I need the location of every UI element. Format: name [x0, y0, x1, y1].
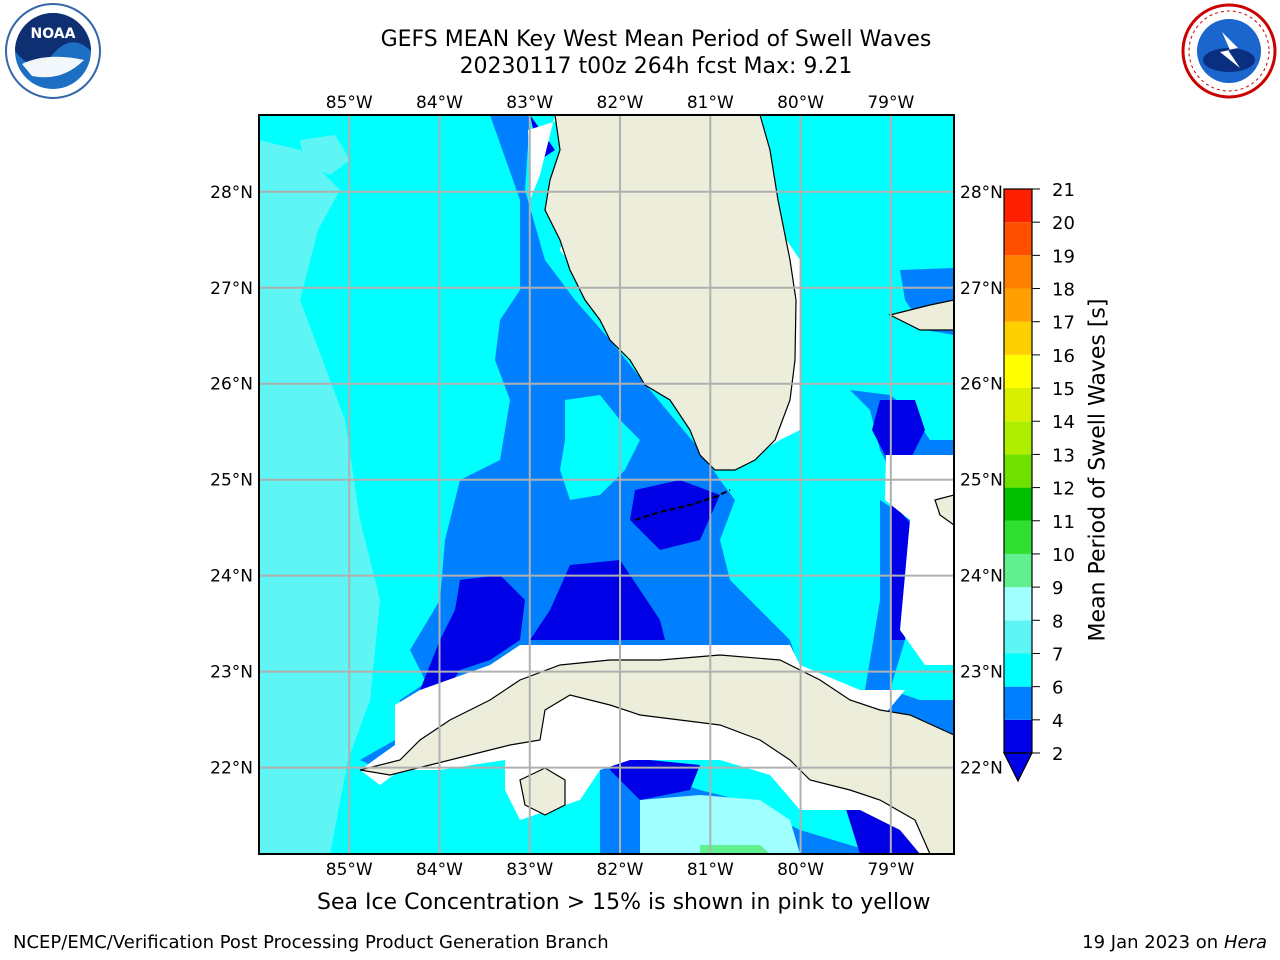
colorbar-tick-label: 18: [1052, 280, 1075, 301]
lon-label-top: 79°W: [867, 93, 914, 113]
lat-label-right: 28°N: [960, 183, 1003, 203]
colorbar-segment: [1004, 553, 1032, 588]
chart-title-line2: 20230117 t00z 264h fcst Max: 9.21: [459, 54, 853, 79]
colorbar-tick-label: 15: [1052, 379, 1075, 400]
lon-label-bottom: 79°W: [867, 860, 914, 880]
lat-label-left: 23°N: [210, 663, 253, 683]
lat-label-right: 25°N: [960, 471, 1003, 491]
colorbar-tick-label: 17: [1052, 313, 1075, 334]
colorbar-segment: [1004, 189, 1032, 223]
lon-label-bottom: 85°W: [326, 860, 373, 880]
colorbar-segment: [1004, 487, 1032, 521]
lon-label-top: 80°W: [777, 93, 824, 113]
colorbar-frame: [1003, 188, 1033, 754]
footer-host: Hera: [1223, 932, 1267, 953]
colorbar-segment: [1004, 587, 1032, 621]
colorbar-tick-label: 21: [1052, 180, 1075, 201]
lon-label-bottom: 81°W: [687, 860, 734, 880]
period-2-4-east: [872, 400, 925, 460]
lat-label-right: 23°N: [960, 663, 1003, 683]
lat-label-left: 25°N: [210, 471, 253, 491]
colorbar-tick-label: 7: [1052, 644, 1063, 665]
period-2-4-keys: [630, 480, 720, 550]
period-2-4-core-south: [530, 560, 665, 640]
colorbar-tick-label: 2: [1052, 744, 1063, 765]
lon-label-top: 84°W: [416, 93, 463, 113]
colorbar-tick-label: 11: [1052, 512, 1075, 533]
florida-keys: [634, 489, 731, 521]
lat-label-right: 22°N: [960, 759, 1003, 779]
lon-label-bottom: 83°W: [506, 860, 553, 880]
colorbar-tick-label: 6: [1052, 678, 1063, 699]
colorbar-tick-label: 16: [1052, 346, 1075, 367]
map-plot-area: [259, 115, 954, 854]
lat-label-left: 22°N: [210, 759, 253, 779]
period-8-9-patch-nw: [300, 135, 350, 175]
colorbar-segment: [1004, 321, 1032, 355]
colorbar-title: Mean Period of Swell Waves [s]: [1085, 298, 1111, 642]
andros-land: [934, 494, 954, 526]
lon-label-top: 85°W: [326, 93, 373, 113]
colorbar-tick-label: 8: [1052, 611, 1063, 632]
colorbar-segment: [1004, 222, 1032, 256]
lon-label-bottom: 80°W: [777, 860, 824, 880]
no-data-bahamas: [885, 455, 954, 665]
colorbar-tick-label: 13: [1052, 445, 1075, 466]
lon-label-bottom: 84°W: [416, 860, 463, 880]
colorbar-segment: [1004, 454, 1032, 488]
period-9-10-south: [640, 795, 800, 854]
lat-label-right: 27°N: [960, 279, 1003, 299]
colorbar-tick-label: 4: [1052, 711, 1063, 732]
lat-label-left: 26°N: [210, 375, 253, 395]
footer-date-text: 19 Jan 2023 on: [1082, 932, 1224, 953]
colorbar-tick-label: 19: [1052, 246, 1075, 267]
svg-text:NOAA: NOAA: [31, 26, 76, 42]
lat-label-left: 28°N: [210, 183, 253, 203]
colorbar-segment: [1004, 653, 1032, 687]
colorbar-tick-label: 14: [1052, 412, 1075, 433]
map-frame: [258, 114, 955, 855]
colorbar-tick-label: 20: [1052, 213, 1075, 234]
footer-date: 19 Jan 2023 on Hera: [1082, 932, 1267, 953]
colorbar-segment: [1004, 388, 1032, 422]
period-green-edge: [700, 845, 770, 854]
colorbar-segment: [1004, 686, 1032, 720]
colorbar-tick-label: 12: [1052, 479, 1075, 500]
lon-label-top: 83°W: [506, 93, 553, 113]
colorbar-segment: [1004, 620, 1032, 654]
lon-label-bottom: 82°W: [597, 860, 644, 880]
lon-label-top: 82°W: [597, 93, 644, 113]
lat-label-left: 24°N: [210, 567, 253, 587]
colorbar-segment: [1004, 354, 1032, 389]
colorbar-segment: [1004, 255, 1032, 289]
grand-bahama-land: [888, 299, 954, 331]
cuba-land: [359, 654, 954, 854]
colorbar-segment: [1004, 719, 1032, 753]
colorbar-tick-label: 9: [1052, 578, 1063, 599]
colorbar-segment: [1004, 421, 1032, 455]
noaa-logo: NOAA: [5, 3, 101, 99]
lon-label-top: 81°W: [687, 93, 734, 113]
chart-title-line1: GEFS MEAN Key West Mean Period of Swell …: [380, 27, 932, 52]
lat-label-right: 26°N: [960, 375, 1003, 395]
colorbar-under-arrow: [1003, 752, 1033, 783]
footer-credit: NCEP/EMC/Verification Post Processing Pr…: [13, 932, 609, 953]
national-weather-service-logo: [1181, 3, 1277, 99]
colorbar-segment: [1004, 520, 1032, 554]
sea-ice-note: Sea Ice Concentration > 15% is shown in …: [317, 890, 931, 915]
lat-label-left: 27°N: [210, 279, 253, 299]
period-2-4-core-west: [420, 575, 525, 700]
florida-land: [544, 115, 797, 471]
colorbar-segment: [1004, 288, 1032, 322]
lat-label-right: 24°N: [960, 567, 1003, 587]
colorbar-tick-label: 10: [1052, 545, 1075, 566]
